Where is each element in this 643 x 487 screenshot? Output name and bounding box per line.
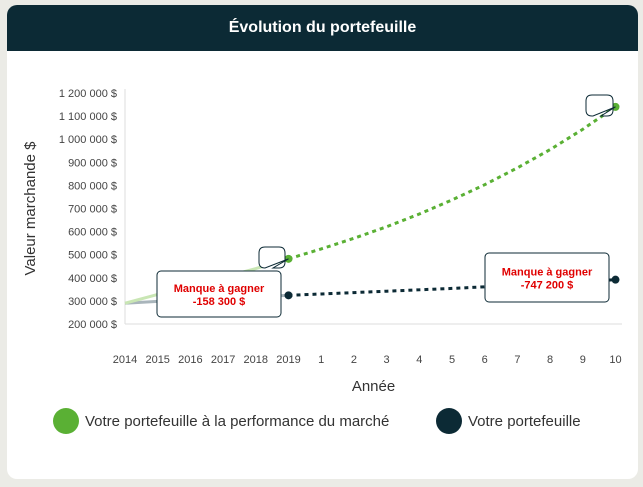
- y-tick-label: 600 000 $: [68, 227, 117, 239]
- data-point: [284, 291, 293, 300]
- chart-title: Évolution du portefeuille: [228, 19, 417, 36]
- market-projected-line: [288, 105, 617, 261]
- x-tick-label: 2018: [244, 354, 268, 366]
- gap-annotation-10: [484, 252, 610, 303]
- y-tick-label: 800 000 $: [68, 180, 117, 192]
- x-axis-title: Année: [352, 378, 395, 395]
- x-tick-label: 2015: [145, 354, 169, 366]
- y-tick-label: 1 200 000 $: [59, 88, 117, 100]
- y-tick-label: 700 000 $: [68, 204, 117, 216]
- x-tick-label: 6: [482, 354, 488, 366]
- legend-portfolio-label: Votre portefeuille: [468, 412, 581, 430]
- x-tick-label: 2014: [113, 354, 137, 366]
- x-tick-label: 2017: [211, 354, 235, 366]
- y-tick-label: 900 000 $: [68, 157, 117, 169]
- y-tick-label: 1 100 000 $: [59, 111, 117, 123]
- legend-market-dot: [53, 408, 79, 434]
- gap-label: Manque à gagner: [502, 267, 593, 279]
- y-tick-label: 400 000 $: [68, 273, 117, 285]
- x-tick-label: 7: [514, 354, 520, 366]
- y-tick-label: 200 000 $: [68, 319, 117, 331]
- data-point: [611, 275, 620, 284]
- x-tick-label: 10: [609, 354, 621, 366]
- chart-header: Évolution du portefeuille: [7, 5, 638, 51]
- x-tick-label: 8: [547, 354, 553, 366]
- gap-annotation-2019: [156, 270, 282, 318]
- x-tick-label: 2019: [276, 354, 300, 366]
- portfolio-chart: 1 200 000 $ 1 100 000 $ 1 000 000 $ 900 000…: [22, 88, 622, 395]
- x-tick-label: 3: [384, 354, 390, 366]
- x-tick-label: 1: [318, 354, 324, 366]
- x-tick-label: 2016: [178, 354, 202, 366]
- y-tick-label: 500 000 $: [68, 250, 117, 262]
- gap-value: -158 300 $: [193, 296, 246, 308]
- x-tick-label: 5: [449, 354, 455, 366]
- y-axis-title: Valeur marchande $: [22, 141, 39, 276]
- legend-portfolio-dot: [436, 408, 462, 434]
- x-tick-label: 9: [580, 354, 586, 366]
- legend-market-label: Votre portefeuille à la performance du m…: [85, 412, 390, 430]
- y-tick-label: 300 000 $: [68, 296, 117, 308]
- market-2019-callout: [258, 246, 289, 269]
- gap-label: Manque à gagner: [174, 283, 265, 295]
- chart-card: Évolution du portefeuille 1 200 000 $ 1 1…: [7, 5, 638, 479]
- x-tick-label: 2: [351, 354, 357, 366]
- x-tick-label: 4: [416, 354, 422, 366]
- market-10-callout: [585, 94, 616, 117]
- legend-item-portfolio: Votre portefeuille: [436, 408, 581, 434]
- legend-item-market: Votre portefeuille à la performance du m…: [53, 408, 389, 434]
- y-tick-label: 1 000 000 $: [59, 134, 117, 146]
- gap-value: -747 200 $: [521, 280, 574, 292]
